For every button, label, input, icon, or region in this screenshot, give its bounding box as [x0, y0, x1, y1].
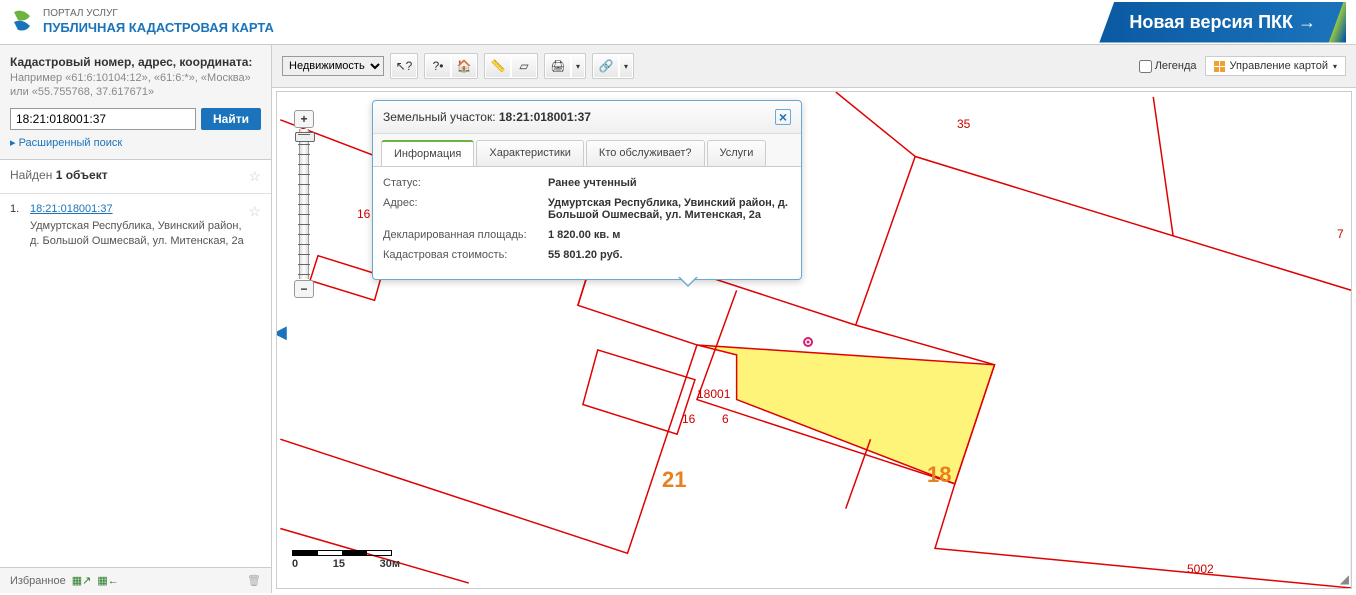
new-version-button[interactable]: Новая версия ПКК → — [1099, 2, 1346, 43]
map-label: 35 — [957, 117, 970, 131]
favorites-bar: Избранное ▦↗ ▦← 🗑 — [0, 567, 271, 593]
popup-tab[interactable]: Услуги — [707, 140, 767, 166]
map-label: 16 — [682, 412, 695, 426]
result-link[interactable]: 18:21:018001:37 — [30, 202, 261, 217]
map-label: 18 — [927, 462, 951, 488]
star-icon[interactable]: ☆ — [248, 202, 261, 222]
search-input[interactable] — [10, 108, 196, 130]
info-row: Статус:Ранее учтенный — [383, 177, 791, 189]
map-label: 21 — [662, 467, 686, 493]
map-label: 5002 — [1187, 562, 1214, 576]
advanced-search-link[interactable]: Расширенный поиск — [10, 137, 122, 149]
zoom-track[interactable] — [299, 129, 309, 279]
logo-icon — [10, 10, 35, 35]
search-button[interactable]: Найти — [201, 108, 261, 130]
map-manage-button[interactable]: Управление картой ▾ — [1205, 56, 1346, 76]
popup-title: Земельный участок: 18:21:018001:37 — [383, 110, 591, 124]
logo-block: ПОРТАЛ УСЛУГ ПУБЛИЧНАЯ КАДАСТРОВАЯ КАРТА — [10, 8, 274, 36]
area-tool-icon[interactable]: ▱ — [512, 55, 536, 77]
zoom-control: + − — [293, 110, 315, 298]
header-line1: ПОРТАЛ УСЛУГ — [43, 8, 274, 20]
link-dropdown-icon[interactable]: ▾ — [620, 55, 632, 77]
legend-checkbox[interactable]: Легенда — [1139, 60, 1197, 73]
result-address: Удмуртская Республика, Увинский район, д… — [30, 220, 244, 247]
search-title: Кадастровый номер, адрес, координата: — [10, 55, 261, 69]
ruler-tool-icon[interactable]: 📏 — [486, 55, 510, 77]
help-tool-icon[interactable]: ?• — [426, 55, 450, 77]
collapse-sidebar-icon[interactable]: ◀ — [276, 322, 287, 343]
map-label: 16 — [357, 207, 370, 221]
print-dropdown-icon[interactable]: ▾ — [572, 55, 584, 77]
layer-select[interactable]: Недвижимость — [282, 56, 384, 76]
favorites-label: Избранное — [10, 575, 66, 587]
export-excel2-icon[interactable]: ▦← — [97, 574, 118, 587]
close-icon[interactable]: × — [775, 109, 791, 125]
link-tool-icon[interactable]: 🔗 — [594, 55, 618, 77]
map-area: Недвижимость ↖? ?• 🏠 📏 ▱ 🖨 ▾ 🔗 ▾ Легенда — [272, 45, 1356, 593]
zoom-out-button[interactable]: − — [294, 280, 314, 298]
header-line2: ПУБЛИЧНАЯ КАДАСТРОВАЯ КАРТА — [43, 20, 274, 36]
popup-tab[interactable]: Кто обслуживает? — [586, 140, 705, 166]
map-label: 6 — [722, 412, 729, 426]
scale-bar: 0 15 30м — [292, 550, 400, 570]
print-tool-icon[interactable]: 🖨 — [546, 55, 570, 77]
info-row: Адрес:Удмуртская Республика, Увинский ра… — [383, 197, 791, 221]
trash-icon[interactable]: 🗑 — [247, 574, 261, 587]
search-hint: Например «61:6:10104:12», «61:6:*», «Мос… — [10, 71, 261, 100]
popup-tab[interactable]: Характеристики — [476, 140, 584, 166]
home-tool-icon[interactable]: 🏠 — [452, 55, 476, 77]
result-item: 1. ☆ 18:21:018001:37 Удмуртская Республи… — [0, 194, 271, 258]
pointer-tool-icon[interactable]: ↖? — [392, 55, 416, 77]
resize-handle-icon[interactable]: ◢ — [1340, 572, 1349, 586]
info-row: Кадастровая стоимость:55 801.20 руб. — [383, 249, 791, 261]
star-icon[interactable]: ☆ — [248, 168, 261, 185]
chevron-down-icon: ▾ — [1333, 62, 1337, 71]
zoom-in-button[interactable]: + — [294, 110, 314, 128]
sidebar: Кадастровый номер, адрес, координата: На… — [0, 45, 272, 593]
map-label: 18001 — [697, 387, 730, 401]
grid-icon — [1214, 61, 1225, 72]
info-row: Декларированная площадь:1 820.00 кв. м — [383, 229, 791, 241]
toolbar: Недвижимость ↖? ?• 🏠 📏 ▱ 🖨 ▾ 🔗 ▾ Легенда — [272, 45, 1356, 88]
map-canvas[interactable]: + − ◀ Земельный участок: 18:21:018001:37… — [276, 91, 1352, 589]
map-label: 7 — [1337, 227, 1344, 241]
export-excel-icon[interactable]: ▦↗ — [72, 574, 92, 587]
parcel-popup: Земельный участок: 18:21:018001:37 × Инф… — [372, 100, 802, 280]
popup-tab[interactable]: Информация — [381, 140, 474, 166]
results-header: Найден 1 объект ☆ — [0, 160, 271, 194]
